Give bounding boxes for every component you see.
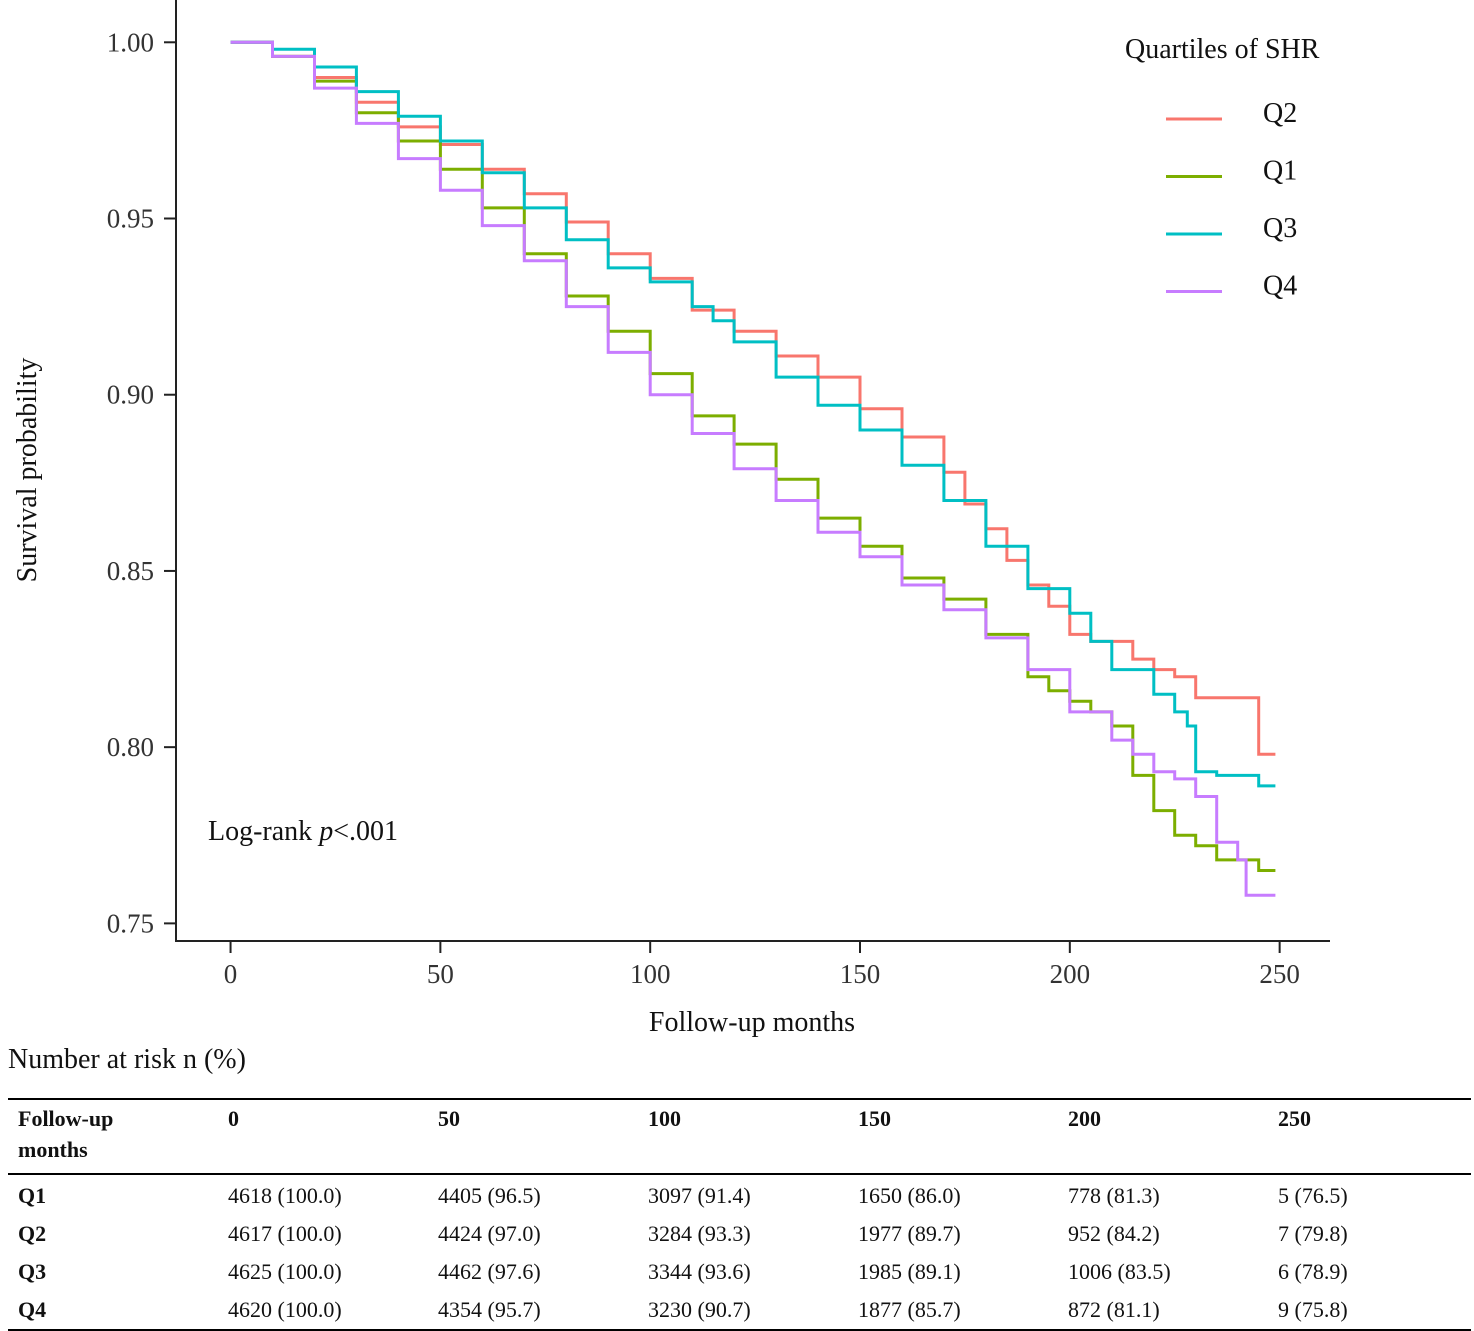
table-cell: 7 (79.8) <box>1278 1221 1348 1246</box>
x-tick-label: 50 <box>427 959 454 989</box>
header-col-200: 200 <box>1068 1106 1101 1131</box>
table-cell: 5 (76.5) <box>1278 1183 1348 1208</box>
log-rank-value: <.001 <box>333 816 398 847</box>
y-tick-label: 0.75 <box>107 908 154 938</box>
table-cell: 9 (75.8) <box>1278 1297 1348 1322</box>
table-cell: 6 (78.9) <box>1278 1259 1348 1284</box>
series-line-q2 <box>230 40 1276 756</box>
table-cell: 3230 (90.7) <box>648 1297 751 1322</box>
table-cell: 4620 (100.0) <box>228 1297 342 1322</box>
survival-chart: 0.75 0.80 0.85 0.90 0.95 1.00 0 50 100 150 200 250… <box>12 0 1330 1038</box>
y-axis-ticks: 0.75 0.80 0.85 0.90 0.95 1.00 <box>107 27 176 938</box>
y-tick-label: 0.90 <box>107 380 154 410</box>
legend: Quartiles of SHR Q2 Q1 Q3 Q4 <box>1125 34 1320 302</box>
table-cell: 4405 (96.5) <box>438 1183 541 1208</box>
table-cell: 4625 (100.0) <box>228 1259 342 1284</box>
x-tick-label: 0 <box>224 959 238 989</box>
legend-label-q3: Q3 <box>1263 213 1297 244</box>
header-col-50: 50 <box>438 1106 460 1131</box>
log-rank-prefix: Log-rank <box>208 816 319 847</box>
legend-title: Quartiles of SHR <box>1125 34 1320 65</box>
y-tick-label: 0.80 <box>107 732 154 762</box>
log-rank-annotation: Log-rank p<.001 <box>208 816 398 847</box>
table-row: Q4 4620 (100.0) 4354 (95.7) 3230 (90.7) … <box>8 1291 1471 1330</box>
risk-table-header: Follow-up months 0 50 100 150 200 250 <box>8 1099 1471 1174</box>
header-col-150: 150 <box>858 1106 891 1131</box>
table-cell: 1650 (86.0) <box>858 1183 961 1208</box>
table-row: Q1 4618 (100.0) 4405 (96.5) 3097 (91.4) … <box>8 1174 1471 1215</box>
table-cell: 1877 (85.7) <box>858 1297 961 1322</box>
table-cell: 4462 (97.6) <box>438 1259 541 1284</box>
legend-label-q4: Q4 <box>1263 271 1297 302</box>
survival-curves <box>230 40 1276 897</box>
table-cell: 3344 (93.6) <box>648 1259 751 1284</box>
header-label: Follow-up months <box>8 1099 218 1174</box>
table-cell: 3097 (91.4) <box>648 1183 751 1208</box>
row-label: Q4 <box>18 1297 47 1322</box>
table-cell: 3284 (93.3) <box>648 1221 751 1246</box>
table-row: Q3 4625 (100.0) 4462 (97.6) 3344 (93.6) … <box>8 1253 1471 1291</box>
y-tick-label: 0.95 <box>107 204 154 234</box>
table-row: Q2 4617 (100.0) 4424 (97.0) 3284 (93.3) … <box>8 1215 1471 1253</box>
table-cell: 952 (84.2) <box>1068 1221 1160 1246</box>
header-label-line2: months <box>18 1137 88 1162</box>
table-cell: 4618 (100.0) <box>228 1183 342 1208</box>
y-tick-label: 1.00 <box>107 27 154 57</box>
x-axis-title: Follow-up months <box>649 1007 855 1038</box>
table-cell: 872 (81.1) <box>1068 1297 1160 1322</box>
y-tick-label: 0.85 <box>107 556 154 586</box>
y-axis-title: Survival probability <box>12 358 43 583</box>
legend-label-q2: Q2 <box>1263 98 1297 129</box>
series-line-q4 <box>230 40 1276 897</box>
x-tick-label: 250 <box>1259 959 1300 989</box>
header-label-line1: Follow-up <box>18 1106 114 1131</box>
table-cell: 778 (81.3) <box>1068 1183 1160 1208</box>
risk-table-title: Number at risk n (%) <box>8 1044 246 1075</box>
row-label: Q1 <box>18 1183 47 1208</box>
legend-label-q1: Q1 <box>1263 156 1297 187</box>
table-cell: 1985 (89.1) <box>858 1259 961 1284</box>
table-cell: 1977 (89.7) <box>858 1221 961 1246</box>
header-col-0: 0 <box>228 1106 239 1131</box>
table-cell: 1006 (83.5) <box>1068 1259 1171 1284</box>
table-cell: 4354 (95.7) <box>438 1297 541 1322</box>
series-line-q1 <box>230 40 1276 872</box>
log-rank-p: p <box>317 816 333 847</box>
table-cell: 4424 (97.0) <box>438 1221 541 1246</box>
x-tick-label: 200 <box>1050 959 1091 989</box>
header-col-100: 100 <box>648 1106 681 1131</box>
risk-table: Follow-up months 0 50 100 150 200 250 Q1 … <box>8 1098 1471 1331</box>
header-col-250: 250 <box>1278 1106 1311 1131</box>
x-tick-label: 150 <box>840 959 881 989</box>
row-label: Q3 <box>18 1259 47 1284</box>
table-cell: 4617 (100.0) <box>228 1221 342 1246</box>
x-tick-label: 100 <box>630 959 671 989</box>
series-line-q3 <box>230 40 1276 788</box>
x-axis-ticks: 0 50 100 150 200 250 <box>224 941 1300 989</box>
row-label: Q2 <box>18 1221 47 1246</box>
